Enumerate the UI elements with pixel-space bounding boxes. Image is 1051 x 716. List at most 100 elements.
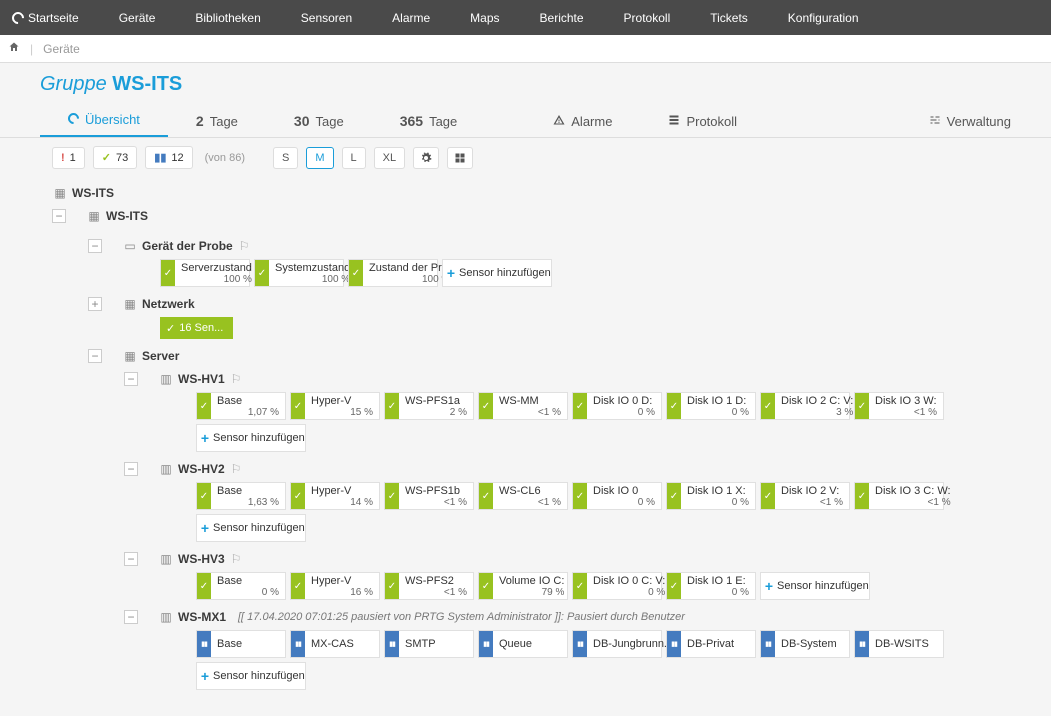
sensor[interactable]: Disk IO 1 D:0 % [666,392,756,420]
sensor-summary[interactable]: 16 Sen... [160,317,233,339]
filter-up[interactable]: ✓ 73 [93,146,137,169]
settings-button[interactable] [413,147,439,169]
sensor-body: Disk IO 2 C: V:3 % [775,393,859,419]
sensor-value: <1 % [499,407,561,418]
nav-alarme[interactable]: Alarme [372,0,450,35]
sensor-body: Disk IO 3 C: W:<1 % [869,483,957,509]
sensor[interactable]: Disk IO 3 W:<1 % [854,392,944,420]
sensor[interactable]: Hyper-V14 % [290,482,380,510]
size-s[interactable]: S [273,147,298,169]
nav-konfiguration[interactable]: Konfiguration [768,0,879,35]
collapse-icon[interactable]: − [88,239,102,253]
nav-maps[interactable]: Maps [450,0,519,35]
sensor[interactable]: WS-PFS1a2 % [384,392,474,420]
sensor[interactable]: Systemzustand100 % [254,259,344,287]
tab-alarme[interactable]: Alarme [525,106,640,137]
nav-startseite[interactable]: Startseite [12,0,99,35]
sensor[interactable]: Base1,07 % [196,392,286,420]
sensor-body: DB-Privat [681,631,755,657]
grid-button[interactable] [447,147,473,169]
sensor-name: DB-WSITS [875,638,937,650]
sensor[interactable]: DB-System [760,630,850,658]
flag-icon[interactable]: ⚐ [231,552,242,566]
sensor[interactable]: Disk IO 3 C: W:<1 % [854,482,944,510]
sensor[interactable]: DB-WSITS [854,630,944,658]
sensor-body: Base1,63 % [211,483,285,509]
collapse-icon[interactable]: − [88,349,102,363]
tree-hv3-row[interactable]: − ▥ WS-HV3 ⚐ [52,548,999,570]
tree-server-row[interactable]: − ▦ Server [52,345,999,367]
sensor[interactable]: Base [196,630,286,658]
sensor[interactable]: MX-CAS [290,630,380,658]
add-sensor-button[interactable]: +Sensor hinzufügen [760,572,870,600]
add-sensor-button[interactable]: +Sensor hinzufügen [442,259,552,287]
nav-bibliotheken[interactable]: Bibliotheken [175,0,280,35]
size-m[interactable]: M [306,147,333,169]
sensor[interactable]: Queue [478,630,568,658]
tab-2-tage[interactable]: 2 Tage [168,105,266,137]
tab-365-tage[interactable]: 365 Tage [372,105,486,137]
tab-30-tage[interactable]: 30 Tage [266,105,372,137]
sensor[interactable]: DB-Jungbrunn... [572,630,662,658]
size-xl[interactable]: XL [374,147,405,169]
sensor-name: WS-PFS1a [405,395,467,407]
home-icon[interactable] [8,41,20,56]
tree-mx1-row[interactable]: − ▥ WS-MX1 [[ 17.04.2020 07:01:25 pausie… [52,606,999,628]
sensor[interactable]: WS-PFS1b<1 % [384,482,474,510]
sensor[interactable]: Disk IO 0 D:0 % [572,392,662,420]
sensor[interactable]: Disk IO 1 E:0 % [666,572,756,600]
size-l[interactable]: L [342,147,366,169]
add-sensor-button[interactable]: +Sensor hinzufügen [196,662,306,690]
tree-root-row[interactable]: ▦ WS-ITS [52,182,999,204]
sensor[interactable]: DB-Privat [666,630,756,658]
flag-icon[interactable]: ⚐ [231,372,242,386]
breadcrumb-item[interactable]: Geräte [43,42,80,56]
nav-tickets[interactable]: Tickets [690,0,768,35]
nav-sensoren[interactable]: Sensoren [281,0,372,35]
sensor[interactable]: Hyper-V16 % [290,572,380,600]
collapse-icon[interactable]: − [124,610,138,624]
tab-overview[interactable]: Übersicht [40,104,168,137]
sensor[interactable]: Disk IO 2 V:<1 % [760,482,850,510]
sensor[interactable]: Serverzustand100 % [160,259,250,287]
check-icon [385,393,399,419]
sensor[interactable]: Base1,63 % [196,482,286,510]
sensor[interactable]: SMTP [384,630,474,658]
sensor[interactable]: Volume IO C:79 % [478,572,568,600]
nav-berichte[interactable]: Berichte [520,0,604,35]
nav-geraete[interactable]: Geräte [99,0,176,35]
sensor[interactable]: Disk IO 1 X:0 % [666,482,756,510]
flag-icon[interactable]: ⚐ [239,239,250,253]
tree-netzwerk-row[interactable]: + ▦ Netzwerk [52,293,999,315]
tree-group-row[interactable]: − ▦ WS-ITS [52,205,999,227]
filter-paused[interactable]: ▮▮ 12 [145,146,192,169]
sensor[interactable]: Disk IO 0 C: V:0 % [572,572,662,600]
sensor[interactable]: WS-CL6<1 % [478,482,568,510]
expand-icon[interactable]: + [88,297,102,311]
sensor[interactable]: Disk IO 2 C: V:3 % [760,392,850,420]
collapse-icon[interactable]: − [52,209,66,223]
collapse-icon[interactable]: − [124,552,138,566]
flag-icon[interactable]: ⚐ [231,462,242,476]
nav-protokoll[interactable]: Protokoll [604,0,691,35]
sensor[interactable]: Base0 % [196,572,286,600]
tree-probe-row[interactable]: − ▭ Gerät der Probe ⚐ [52,235,999,257]
collapse-icon[interactable]: − [124,372,138,386]
sensor-name: DB-Jungbrunn... [593,638,673,650]
add-sensor-button[interactable]: +Sensor hinzufügen [196,424,306,452]
check-icon [291,573,305,599]
tree-hv2-row[interactable]: − ▥ WS-HV2 ⚐ [52,458,999,480]
collapse-icon[interactable]: − [124,462,138,476]
add-sensor-button[interactable]: +Sensor hinzufügen [196,514,306,542]
tab-verwaltung[interactable]: Verwaltung [901,106,1011,137]
sensor[interactable]: Disk IO 00 % [572,482,662,510]
tree-hv1-row[interactable]: − ▥ WS-HV1 ⚐ [52,368,999,390]
tab-protokoll[interactable]: Protokoll [640,106,765,137]
check-icon [255,260,269,286]
sensor[interactable]: WS-MM<1 % [478,392,568,420]
sensor[interactable]: Zustand der Pr...100 % [348,259,438,287]
add-sensor-label: Sensor hinzufügen [213,671,305,682]
filter-down[interactable]: ! 1 [52,147,85,169]
sensor[interactable]: Hyper-V15 % [290,392,380,420]
sensor[interactable]: WS-PFS2<1 % [384,572,474,600]
